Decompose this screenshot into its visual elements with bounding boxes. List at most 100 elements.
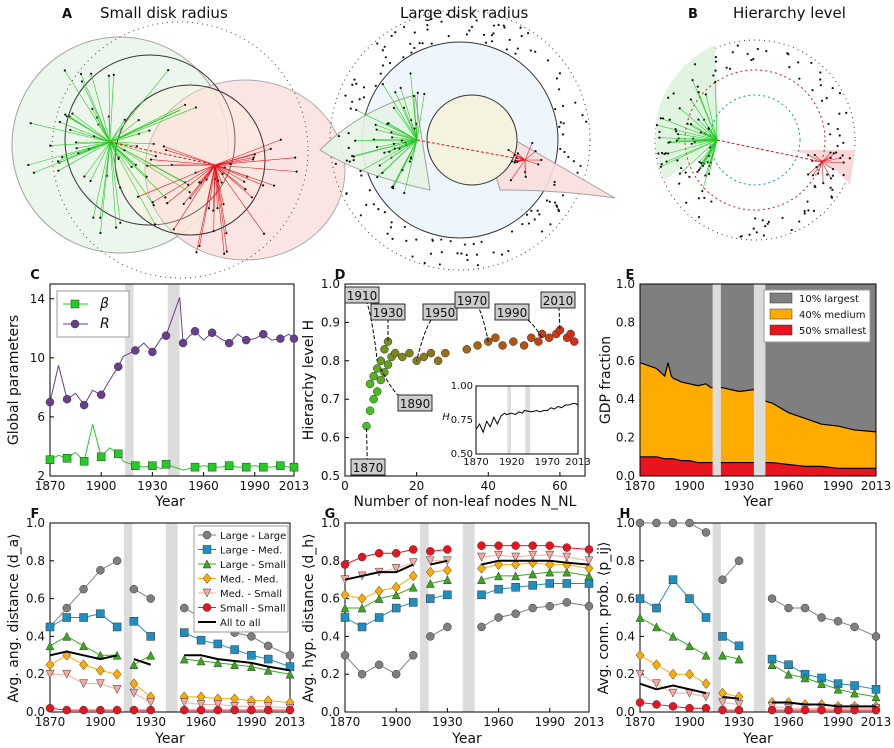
node-dot — [562, 122, 565, 125]
x-tick-label: 1870 — [35, 715, 66, 729]
data-point — [850, 622, 859, 632]
node-dot — [689, 123, 693, 126]
node-dot — [509, 179, 513, 182]
hub-edge — [109, 141, 166, 198]
node-dot — [212, 230, 215, 233]
node-dot — [555, 77, 559, 80]
hub-edge — [388, 122, 418, 141]
node-dot — [390, 221, 393, 224]
node-dot — [135, 145, 139, 148]
x-tick-label: 1900 — [86, 479, 117, 493]
series-line — [133, 658, 152, 666]
legend-label: Med. - Med. — [220, 575, 279, 586]
node-dot — [661, 117, 665, 120]
hub-edge — [679, 108, 718, 141]
data-point — [196, 656, 206, 666]
node-dot — [787, 53, 790, 56]
node-dot — [468, 29, 471, 32]
x-axis-label: Year — [742, 731, 773, 747]
data-point — [442, 575, 452, 584]
hub-edge — [214, 164, 228, 252]
node-dot — [764, 225, 767, 228]
node-dot — [707, 172, 711, 175]
node-dot — [548, 200, 551, 203]
node-dot — [348, 160, 351, 163]
node-dot — [697, 168, 701, 172]
x-tick-label: 1900 — [674, 715, 705, 729]
hub-edge — [109, 119, 125, 143]
data-point — [357, 552, 367, 562]
data-point — [112, 668, 122, 680]
data-point — [718, 632, 727, 641]
data-point — [129, 678, 139, 690]
node-dot — [714, 80, 717, 84]
node-dot — [750, 58, 753, 62]
node-dot — [831, 87, 834, 90]
data-point — [652, 622, 661, 632]
inset-x-tick: 1970 — [535, 457, 560, 468]
node-dot — [253, 153, 256, 156]
war-shade — [462, 523, 475, 712]
node-dot — [384, 56, 387, 59]
node-dot — [704, 93, 707, 96]
hub-edge — [147, 164, 216, 167]
hub-edge — [410, 139, 418, 158]
node-dot — [83, 175, 86, 178]
data-point — [369, 394, 378, 404]
node-dot — [389, 226, 393, 229]
node-dot — [401, 168, 404, 172]
panel-letter-E: E — [626, 268, 635, 283]
series-line — [639, 578, 707, 618]
y-tick-label: 0.6 — [616, 354, 635, 368]
node-dot — [394, 31, 397, 34]
hub-edge — [109, 141, 121, 188]
data-point — [668, 631, 678, 641]
node-dot — [679, 166, 683, 170]
hub-edge — [515, 159, 526, 161]
y-tick-label: 0.0 — [616, 469, 635, 483]
annotation-label: 1970 — [457, 294, 488, 308]
data-point — [146, 650, 156, 660]
data-point — [372, 387, 382, 396]
hub-edge — [214, 164, 227, 234]
y-tick-label: 0.9 — [321, 315, 340, 329]
node-dot — [388, 61, 392, 65]
y-tick-label: 0.6 — [321, 431, 340, 445]
data-point — [146, 705, 155, 715]
hub-edge — [28, 141, 111, 166]
hub-edge — [138, 164, 216, 198]
node-dot — [728, 67, 732, 70]
node-dot — [677, 133, 680, 136]
hub-edge — [660, 118, 718, 141]
data-point — [584, 571, 594, 581]
y-axis-label: Avg. hyp. distance ⟨d_h⟩ — [301, 533, 317, 702]
y-axis-label: Hierarchy level H — [301, 320, 317, 440]
node-dot — [665, 160, 668, 163]
data-point — [562, 579, 572, 588]
node-dot — [762, 234, 765, 237]
node-dot — [707, 126, 710, 130]
node-dot — [842, 161, 845, 164]
node-dot — [815, 165, 818, 169]
data-point — [734, 705, 744, 715]
data-point — [340, 589, 350, 601]
series-line — [772, 701, 876, 708]
node-dot — [563, 150, 566, 154]
x-tick-label: 1870 — [625, 715, 656, 729]
data-point — [511, 559, 520, 570]
war-shade — [753, 284, 766, 476]
node-dot — [463, 243, 466, 246]
node-dot — [497, 23, 500, 27]
x-tick-label: 1990 — [823, 479, 854, 493]
node-dot — [475, 19, 478, 22]
node-dot — [402, 106, 406, 109]
node-dot — [29, 122, 32, 125]
data-point — [545, 601, 555, 611]
hub-edge — [92, 108, 111, 143]
node-dots-hier — [657, 44, 851, 238]
data-point — [374, 613, 384, 622]
data-point — [340, 560, 350, 569]
legend-marker — [70, 319, 80, 329]
y-tick-label: 1.0 — [321, 277, 340, 291]
